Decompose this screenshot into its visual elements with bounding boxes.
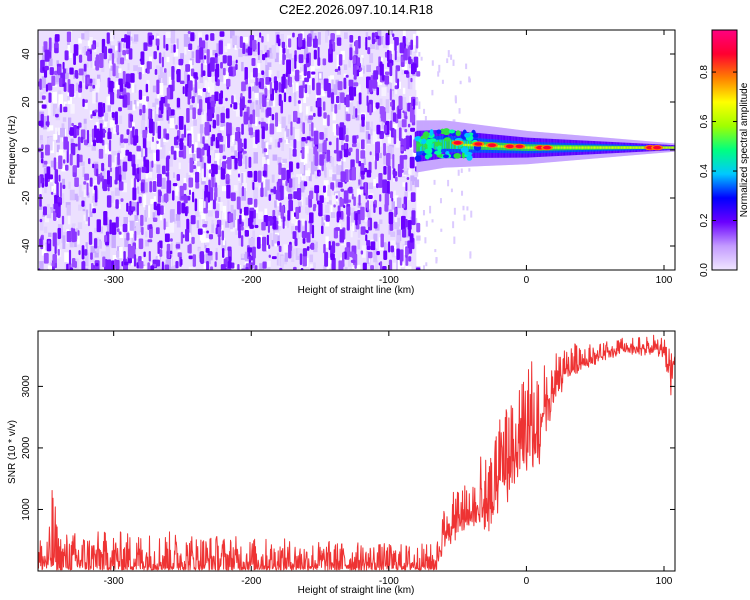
snr-panel: -300 -200 -100 0 100 1000 2000 3000 Height of …: [7, 330, 676, 596]
spectrogram-y-tick-label: -20: [21, 190, 32, 205]
snr-series-line: [38, 334, 675, 571]
snr-x-tick-label: -100: [379, 576, 399, 587]
chart-title: C2E2.2026.097.10.14.R18: [279, 2, 433, 17]
colorbar-gradient: [711, 29, 738, 271]
snr-y-axis-label: SNR (10 * v/v): [7, 420, 18, 484]
colorbar-tick-label: 0.4: [699, 164, 710, 178]
spectrogram-y-axis: -40 -20 0 20 40: [21, 48, 675, 253]
colorbar-tick-label: 0.6: [699, 114, 710, 128]
snr-x-axis: -300 -200 -100 0 100: [104, 331, 673, 587]
spectrogram-x-tick-label: -100: [379, 275, 399, 286]
snr-x-tick-label: 0: [524, 576, 530, 587]
snr-x-tick-label: -200: [241, 576, 261, 587]
spectrogram-x-tick-label: 0: [524, 275, 530, 286]
colorbar: 0.0 0.2 0.4 0.6 0.8 Normalized spectral ampl…: [699, 29, 750, 277]
spectrogram-signal-ridge: [414, 120, 675, 173]
spectrogram-y-tick-label: 20: [21, 96, 32, 108]
spectrogram-x-tick-label: 100: [656, 275, 673, 286]
spectrogram-x-tick-label: -300: [104, 275, 124, 286]
snr-y-tick-label: 1000: [21, 498, 32, 521]
spectrogram-y-tick-label: -40: [21, 238, 32, 253]
colorbar-label: Normalized spectral amplitude: [739, 82, 750, 217]
snr-frame: [37, 330, 676, 572]
spectrogram-x-axis-label: Height of straight line (km): [298, 285, 415, 296]
snr-x-tick-label: -300: [104, 576, 124, 587]
snr-plot-area: [38, 331, 675, 571]
colorbar-ticks: 0.0 0.2 0.4 0.6 0.8: [699, 65, 737, 277]
snr-x-tick-label: 100: [656, 576, 673, 587]
colorbar-tick-label: 0.8: [699, 65, 710, 79]
spectrogram-noise-region: [38, 30, 473, 270]
spectrogram-x-axis: -300 -200 -100 0 100: [104, 30, 673, 286]
snr-x-axis-label: Height of straight line (km): [298, 585, 415, 596]
colorbar-tick-label: 0.2: [699, 213, 710, 227]
snr-y-tick-label: 3000: [21, 375, 32, 398]
spectrogram-y-tick-label: 40: [21, 48, 32, 60]
spectrogram-y-axis-label: Frequency (Hz): [7, 116, 18, 185]
snr-y-tick-label: 2000: [21, 436, 32, 459]
spectrogram-y-tick-label: 0: [21, 147, 32, 153]
colorbar-tick-label: 0.0: [699, 263, 710, 277]
spectrogram-x-tick-label: -200: [241, 275, 261, 286]
snr-y-axis: 1000 2000 3000: [21, 375, 675, 521]
